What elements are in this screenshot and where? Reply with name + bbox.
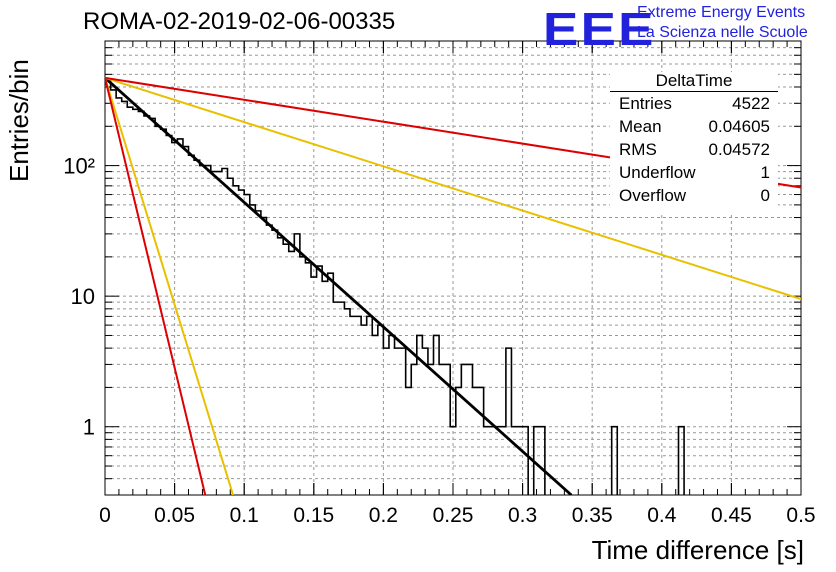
stats-label: Entries bbox=[619, 94, 672, 113]
stats-value: 0.04605 bbox=[708, 117, 770, 136]
stats-value: 4522 bbox=[732, 94, 770, 113]
stats-label: RMS bbox=[619, 140, 657, 159]
x-tick-label: 0.2 bbox=[369, 504, 398, 527]
stats-separator bbox=[610, 91, 778, 92]
x-tick-label: 0.4 bbox=[647, 504, 677, 527]
stats-value: 0.04572 bbox=[708, 140, 770, 159]
x-tick-label: 0.15 bbox=[293, 504, 334, 527]
y-tick-label: 10 bbox=[71, 284, 95, 309]
stats-value: 0 bbox=[760, 186, 770, 205]
stats-row-rms: RMS 0.04572 bbox=[610, 138, 778, 161]
logo-line-2: La Scienza nelle Scuole bbox=[637, 24, 808, 41]
eee-logo: EEE bbox=[543, 3, 656, 55]
stats-box: DeltaTime Entries 4522 Mean 0.04605 RMS … bbox=[610, 71, 778, 212]
y-axis-label: Entries/bin bbox=[4, 59, 34, 182]
x-tick-label: 0.05 bbox=[154, 504, 195, 527]
x-tick-label: 0.5 bbox=[786, 504, 815, 527]
reference-line bbox=[105, 76, 801, 301]
x-tick-label: 0.45 bbox=[711, 504, 752, 527]
reference-line bbox=[105, 77, 235, 495]
logo-line-1: Extreme Energy Events bbox=[637, 4, 806, 21]
stats-value: 1 bbox=[760, 163, 770, 182]
y-tick-label: 1 bbox=[83, 415, 95, 440]
chart-title: ROMA-02-2019-02-06-00335 bbox=[83, 8, 396, 35]
stats-label: Mean bbox=[619, 117, 662, 136]
x-tick-label: 0 bbox=[99, 504, 111, 527]
y-tick-label: 10² bbox=[63, 154, 95, 179]
stats-label: Overflow bbox=[619, 186, 687, 205]
x-tick-label: 0.25 bbox=[433, 504, 474, 527]
x-tick-label: 0.35 bbox=[572, 504, 613, 527]
stats-row-mean: Mean 0.04605 bbox=[610, 115, 778, 138]
x-tick-label: 0.1 bbox=[230, 504, 259, 527]
stats-row-entries: Entries 4522 bbox=[610, 92, 778, 115]
fit-line bbox=[105, 76, 573, 495]
stats-name: DeltaTime bbox=[655, 71, 733, 90]
x-axis-label: Time difference [s] bbox=[591, 535, 804, 565]
stats-row-underflow: Underflow 1 bbox=[610, 161, 778, 184]
x-tick-label: 0.3 bbox=[508, 504, 537, 527]
reference-line bbox=[105, 77, 207, 495]
stats-row-overflow: Overflow 0 bbox=[610, 184, 778, 207]
stats-label: Underflow bbox=[619, 163, 696, 182]
